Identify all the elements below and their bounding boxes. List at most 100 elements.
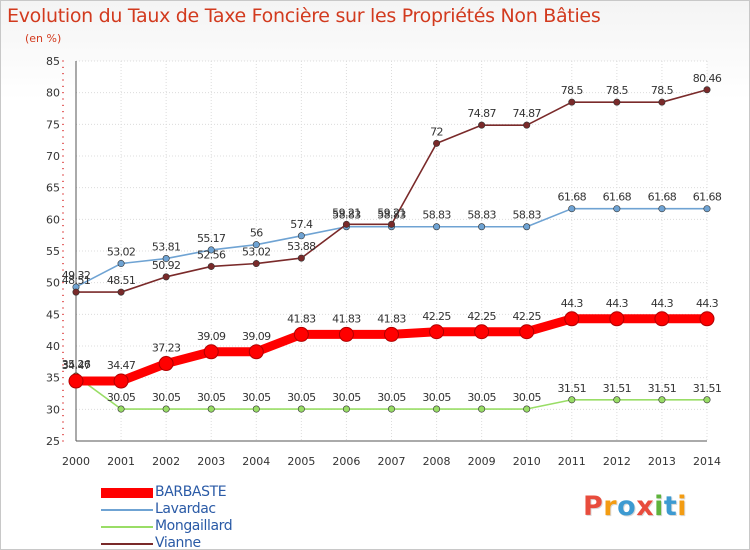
- point-vianne: [478, 121, 486, 129]
- point-vianne: [433, 139, 441, 147]
- point-barbaste: [474, 324, 490, 340]
- data-label-vianne: 59.21: [332, 206, 361, 219]
- point-vianne: [72, 288, 80, 296]
- point-barbaste: [158, 356, 174, 372]
- point-mongaillard: [162, 405, 170, 413]
- data-label-lavardac: 58.83: [332, 209, 361, 222]
- point-lavardac: [162, 255, 170, 263]
- x-tick-label: 2005: [287, 455, 315, 468]
- y-tick-label: 75: [46, 118, 60, 131]
- point-mongaillard: [297, 405, 305, 413]
- data-label-vianne: 50.92: [152, 259, 181, 272]
- data-label-vianne: 52.56: [197, 248, 226, 261]
- point-vianne: [613, 98, 621, 106]
- point-vianne: [342, 220, 350, 228]
- data-label-lavardac: 58.83: [377, 209, 406, 222]
- y-tick-label: 30: [46, 403, 60, 416]
- data-label-mongaillard: 30.05: [512, 391, 541, 404]
- data-label-barbaste: 42.25: [512, 310, 541, 323]
- point-lavardac: [568, 205, 576, 213]
- point-vianne: [162, 273, 170, 281]
- point-lavardac: [433, 223, 441, 231]
- x-tick-label: 2001: [107, 455, 135, 468]
- point-barbaste: [699, 311, 715, 327]
- logo-letter: i: [654, 491, 664, 522]
- x-tick-label: 2006: [332, 455, 360, 468]
- point-lavardac: [613, 205, 621, 213]
- data-label-mongaillard: 31.51: [558, 382, 587, 395]
- point-mongaillard: [613, 396, 621, 404]
- data-label-mongaillard: 31.51: [648, 382, 677, 395]
- point-barbaste: [654, 311, 670, 327]
- data-label-mongaillard: 30.05: [467, 391, 496, 404]
- data-label-barbaste: 39.09: [242, 330, 271, 343]
- x-tick-label: 2000: [62, 455, 90, 468]
- x-tick-label: 2009: [468, 455, 496, 468]
- chart-title: Evolution du Taux de Taxe Foncière sur l…: [7, 5, 601, 27]
- point-barbaste: [519, 324, 535, 340]
- logo-letter: i: [677, 491, 688, 522]
- point-vianne: [703, 86, 711, 94]
- point-mongaillard: [568, 396, 576, 404]
- point-mongaillard: [252, 405, 260, 413]
- data-label-vianne: 48.51: [107, 274, 136, 287]
- data-label-lavardac: 58.83: [512, 209, 541, 222]
- y-tick-label: 25: [46, 435, 60, 448]
- point-vianne: [658, 98, 666, 106]
- point-lavardac: [252, 241, 260, 249]
- y-tick-label: 45: [46, 308, 60, 321]
- data-label-barbaste: 37.23: [152, 342, 181, 355]
- data-label-vianne: 80.46: [693, 72, 722, 85]
- data-label-vianne: 74.87: [467, 107, 496, 120]
- data-label-barbaste: 41.83: [287, 312, 316, 325]
- x-tick-label: 2010: [513, 455, 541, 468]
- y-tick-label: 50: [46, 277, 60, 290]
- data-label-lavardac: 58.83: [467, 209, 496, 222]
- point-barbaste: [293, 326, 309, 342]
- point-barbaste: [429, 324, 445, 340]
- logo-letter: P: [583, 491, 604, 522]
- data-label-vianne: 48.51: [62, 274, 91, 287]
- point-barbaste: [384, 326, 399, 342]
- data-label-barbaste: 42.25: [422, 310, 451, 323]
- point-vianne: [297, 254, 305, 262]
- proxiti-logo: Proxiti: [583, 491, 687, 522]
- data-label-mongaillard: 30.05: [197, 391, 226, 404]
- y-tick-label: 70: [46, 150, 60, 163]
- data-label-barbaste: 34.47: [62, 359, 91, 372]
- point-mongaillard: [703, 396, 711, 404]
- x-tick-label: 2003: [197, 455, 225, 468]
- data-label-mongaillard: 30.05: [107, 391, 136, 404]
- point-vianne: [117, 288, 125, 296]
- x-tick-label: 2013: [648, 455, 676, 468]
- point-mongaillard: [433, 405, 441, 413]
- point-vianne: [387, 220, 395, 228]
- point-vianne: [252, 260, 260, 268]
- point-vianne: [207, 262, 215, 270]
- y-tick-label: 60: [46, 213, 60, 226]
- point-barbaste: [203, 344, 219, 360]
- data-label-lavardac: 61.68: [558, 191, 587, 204]
- logo-letter: x: [636, 491, 655, 522]
- data-label-vianne: 72: [430, 125, 443, 138]
- point-vianne: [523, 121, 531, 129]
- point-barbaste: [68, 373, 84, 389]
- y-tick-label: 35: [46, 372, 60, 385]
- y-tick-label: 80: [46, 87, 60, 100]
- point-barbaste: [609, 311, 625, 327]
- data-label-barbaste: 41.83: [377, 312, 406, 325]
- legend-label-mongaillard: Mongaillard: [155, 518, 233, 534]
- point-lavardac: [207, 246, 215, 254]
- x-tick-label: 2004: [242, 455, 270, 468]
- point-lavardac: [658, 205, 666, 213]
- point-mongaillard: [478, 405, 486, 413]
- x-tick-label: 2002: [152, 455, 180, 468]
- legend-swatch-vianne: [101, 543, 153, 545]
- data-label-lavardac: 61.68: [603, 191, 632, 204]
- point-barbaste: [564, 311, 580, 327]
- data-label-lavardac: 53.02: [107, 246, 136, 259]
- data-label-mongaillard: 30.05: [152, 391, 181, 404]
- data-label-lavardac: 56: [250, 227, 263, 240]
